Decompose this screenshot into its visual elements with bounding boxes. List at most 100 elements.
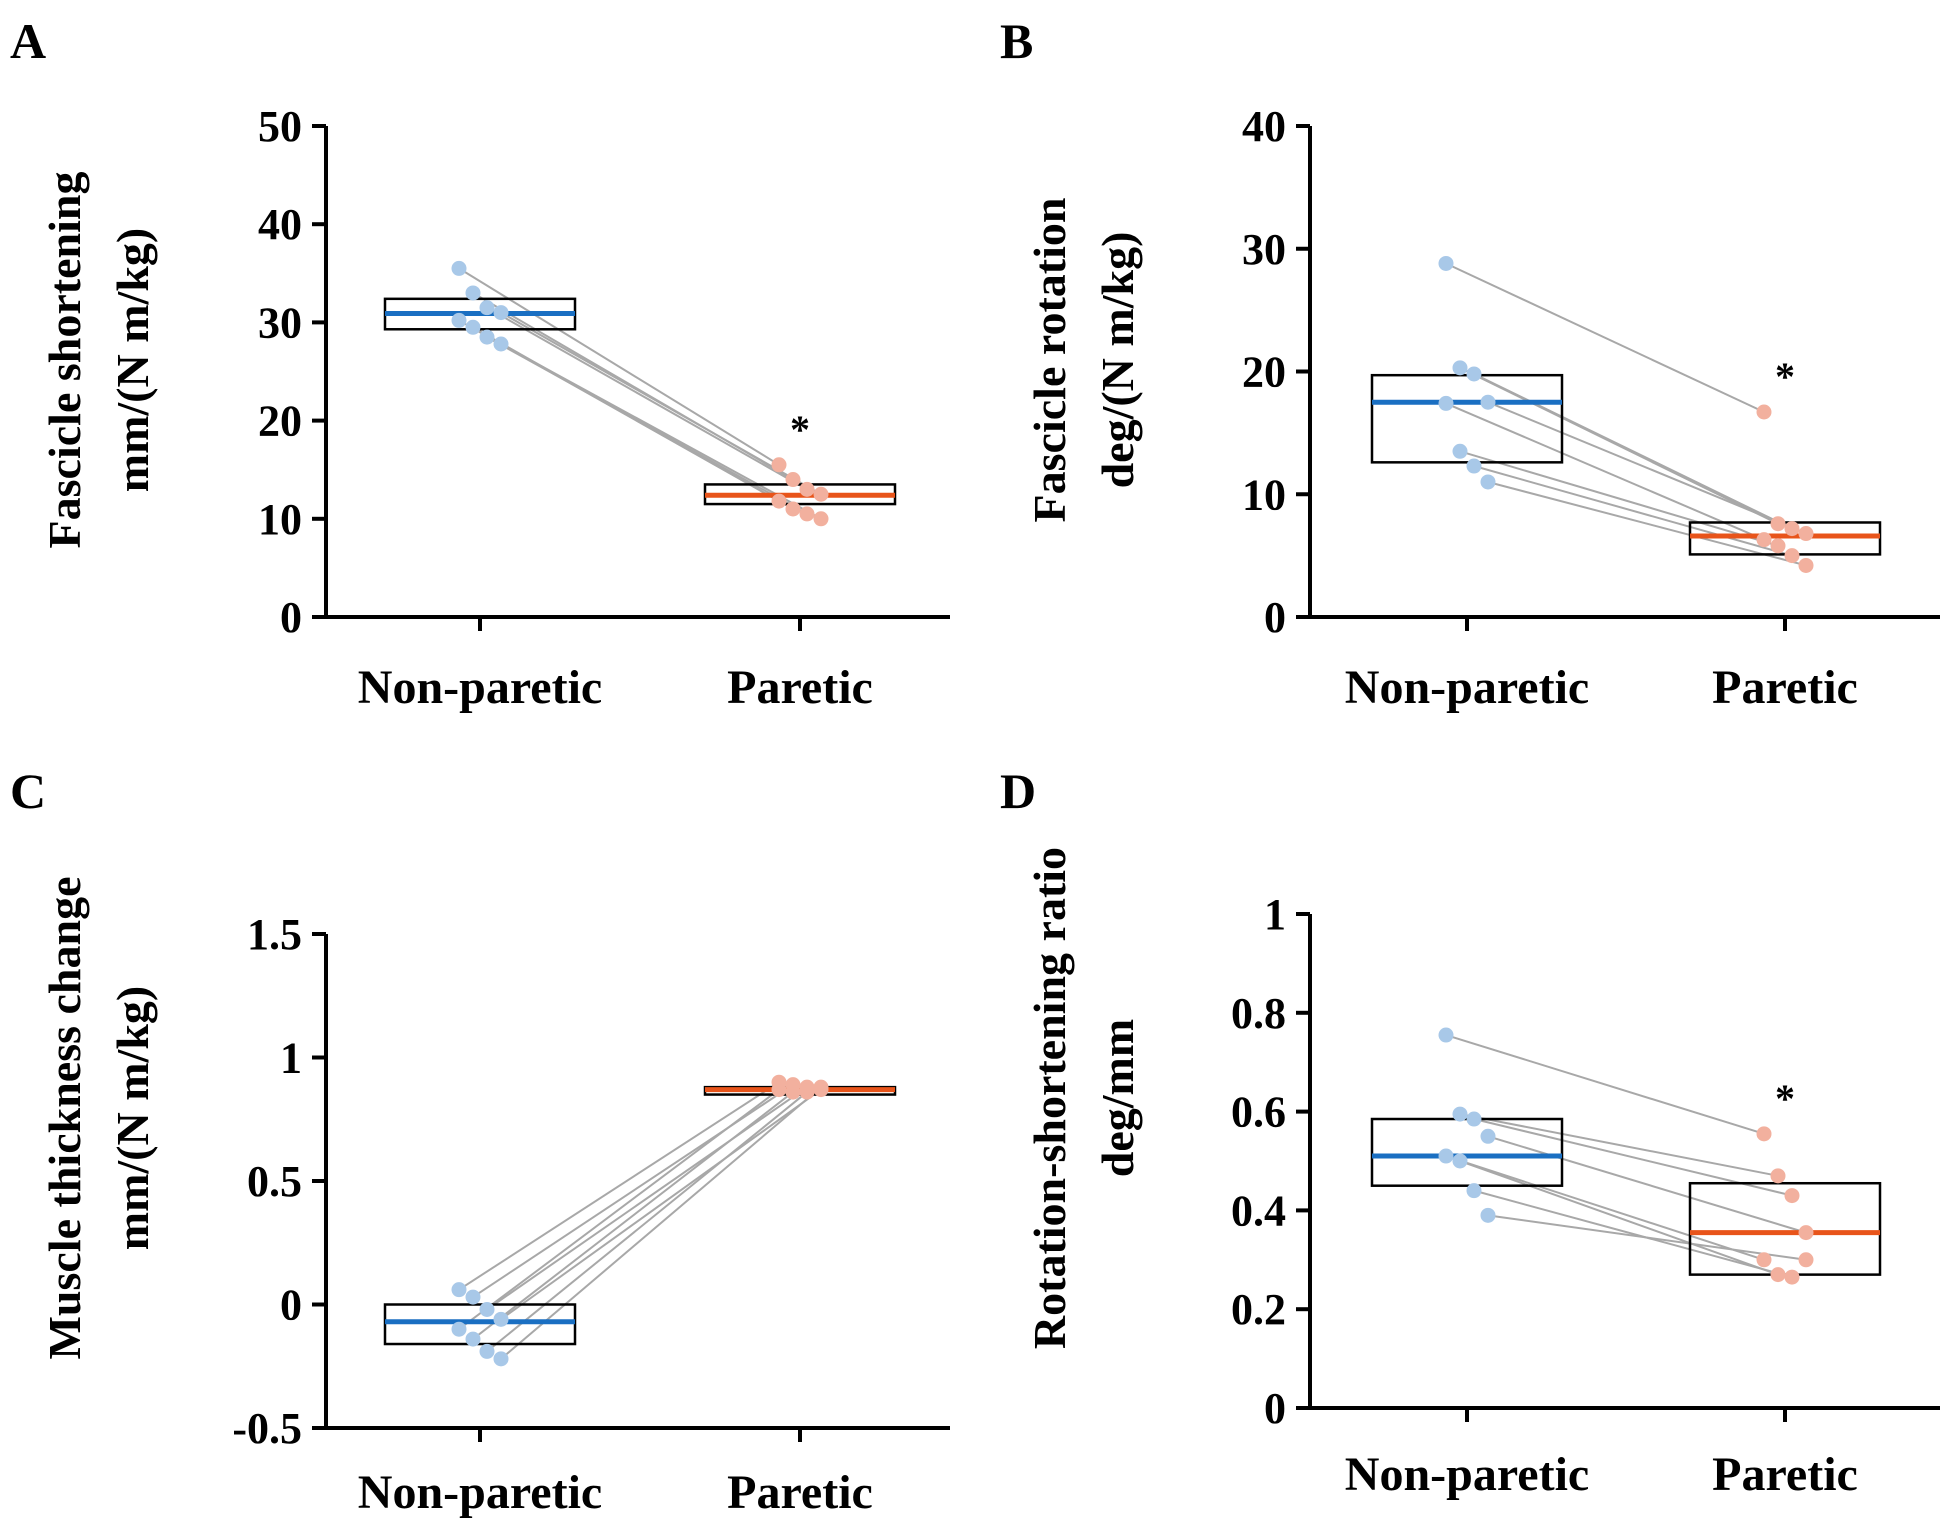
non-paretic-point	[1438, 1148, 1454, 1164]
non-paretic-point	[493, 305, 509, 321]
x-category-label: Non-paretic	[1345, 1448, 1589, 1501]
subject-pair-line	[1473, 1189, 1793, 1279]
non-paretic-point	[465, 319, 481, 335]
paretic-point	[1798, 557, 1814, 573]
subject-pair-line	[1487, 481, 1807, 567]
panel-d: D Rotation-shortening ratio deg/mm 0 0.2 0.4 0…	[1000, 763, 1940, 1501]
y-tick-label: 0	[1264, 593, 1286, 642]
x-category-label: Non-paretic	[358, 1466, 602, 1519]
non-paretic-point	[451, 260, 467, 276]
x-category-label: Paretic	[1712, 1448, 1858, 1501]
subject-pair-line	[1459, 450, 1779, 547]
panel-letter: D	[1000, 763, 1036, 819]
non-paretic-point	[479, 329, 495, 345]
paretic-point	[785, 501, 801, 517]
subject-pair-line	[1459, 1113, 1779, 1177]
y-tick-label: 0	[280, 1281, 302, 1330]
y-tick-label: 1	[280, 1034, 302, 1083]
x-category-label: Paretic	[1712, 661, 1858, 714]
subject-pair-line	[458, 1081, 780, 1291]
paretic-point	[1798, 1225, 1814, 1241]
y-axis-title: Fascicle rotation	[1024, 198, 1075, 523]
non-paretic-point	[1466, 458, 1482, 474]
y-tick-label: 20	[1242, 348, 1286, 397]
subject-pair-line	[1445, 402, 1765, 541]
non-paretic-point	[1466, 1183, 1482, 1199]
y-axis-unit: mm/(N m/kg)	[107, 228, 158, 492]
panel-b: B Fascicle rotation deg/(N m/kg) 0 10 20 30 40 N…	[1000, 13, 1940, 714]
non-paretic-point	[465, 285, 481, 301]
non-paretic-point	[1480, 1207, 1496, 1223]
y-tick-label: 1	[1264, 890, 1286, 939]
subject-pair-line	[500, 311, 822, 496]
subject-pair-line	[486, 306, 808, 491]
non-paretic-point	[1438, 1027, 1454, 1043]
paretic-point	[785, 472, 801, 488]
non-paretic-point	[465, 1331, 481, 1347]
panel-letter: A	[10, 13, 46, 69]
paretic-point	[1784, 548, 1800, 564]
y-tick-label: 0	[1264, 1384, 1286, 1433]
non-paretic-point	[479, 1343, 495, 1359]
y-tick-label: 50	[258, 102, 302, 151]
x-category-label: Paretic	[727, 1466, 873, 1519]
paretic-point	[799, 481, 815, 497]
y-tick-label: 40	[1242, 102, 1286, 151]
subject-pair-line	[1445, 1034, 1765, 1135]
paretic-point	[799, 506, 815, 522]
paretic-point	[1756, 1126, 1772, 1142]
paretic-point	[771, 493, 787, 509]
non-paretic-point	[1466, 1111, 1482, 1127]
non-paretic-point	[451, 1282, 467, 1298]
y-tick-label: 30	[258, 298, 302, 347]
paretic-point	[1784, 1188, 1800, 1204]
non-paretic-point	[493, 1311, 509, 1327]
paretic-point	[1770, 1267, 1786, 1283]
paretic-point	[785, 1084, 801, 1100]
y-axis-unit: deg/(N m/kg)	[1092, 232, 1143, 489]
x-category-label: Non-paretic	[358, 661, 602, 714]
significance-star: *	[1775, 354, 1795, 399]
non-paretic-point	[1452, 1153, 1468, 1169]
non-paretic-point	[493, 336, 509, 352]
non-paretic-point	[465, 1289, 481, 1305]
y-axis-unit: deg/mm	[1092, 1019, 1143, 1177]
subject-pair-line	[1487, 1214, 1807, 1261]
subject-pair-line	[500, 1088, 822, 1321]
y-tick-label: 0.4	[1231, 1186, 1286, 1235]
paretic-point	[1770, 538, 1786, 554]
paretic-point	[1756, 1252, 1772, 1268]
paretic-point	[1798, 526, 1814, 542]
paretic-point	[799, 1084, 815, 1100]
subject-pair-line	[472, 1083, 794, 1298]
paretic-point	[771, 1082, 787, 1098]
paretic-point	[813, 486, 829, 502]
y-tick-label: 0.2	[1231, 1285, 1286, 1334]
y-tick-label: 0.8	[1231, 989, 1286, 1038]
subject-pair-line	[458, 1088, 780, 1331]
y-axis-title: Rotation-shortening ratio	[1024, 847, 1075, 1349]
paretic-point	[1784, 1269, 1800, 1285]
y-tick-label: 10	[258, 495, 302, 544]
subject-pair-line	[486, 1091, 808, 1353]
subject-pair-line	[500, 1086, 822, 1360]
subject-pair-line	[1445, 1155, 1765, 1261]
y-tick-label: 0	[280, 593, 302, 642]
non-paretic-point	[451, 312, 467, 328]
non-paretic-point	[1452, 1106, 1468, 1122]
panel-letter: C	[10, 763, 46, 819]
panel-letter: B	[1000, 13, 1033, 69]
non-paretic-point	[1480, 394, 1496, 410]
subject-pair-line	[472, 1091, 794, 1340]
subject-pair-line	[486, 1086, 808, 1311]
y-axis-title: Fascicle shortening	[39, 172, 90, 549]
non-paretic-point	[493, 1351, 509, 1367]
non-paretic-point	[479, 300, 495, 316]
y-tick-label: 40	[258, 200, 302, 249]
paretic-point	[1770, 1168, 1786, 1184]
non-paretic-point	[1452, 443, 1468, 459]
non-paretic-point	[479, 1301, 495, 1317]
y-tick-label: 30	[1242, 225, 1286, 274]
subject-pair-line	[458, 267, 780, 466]
